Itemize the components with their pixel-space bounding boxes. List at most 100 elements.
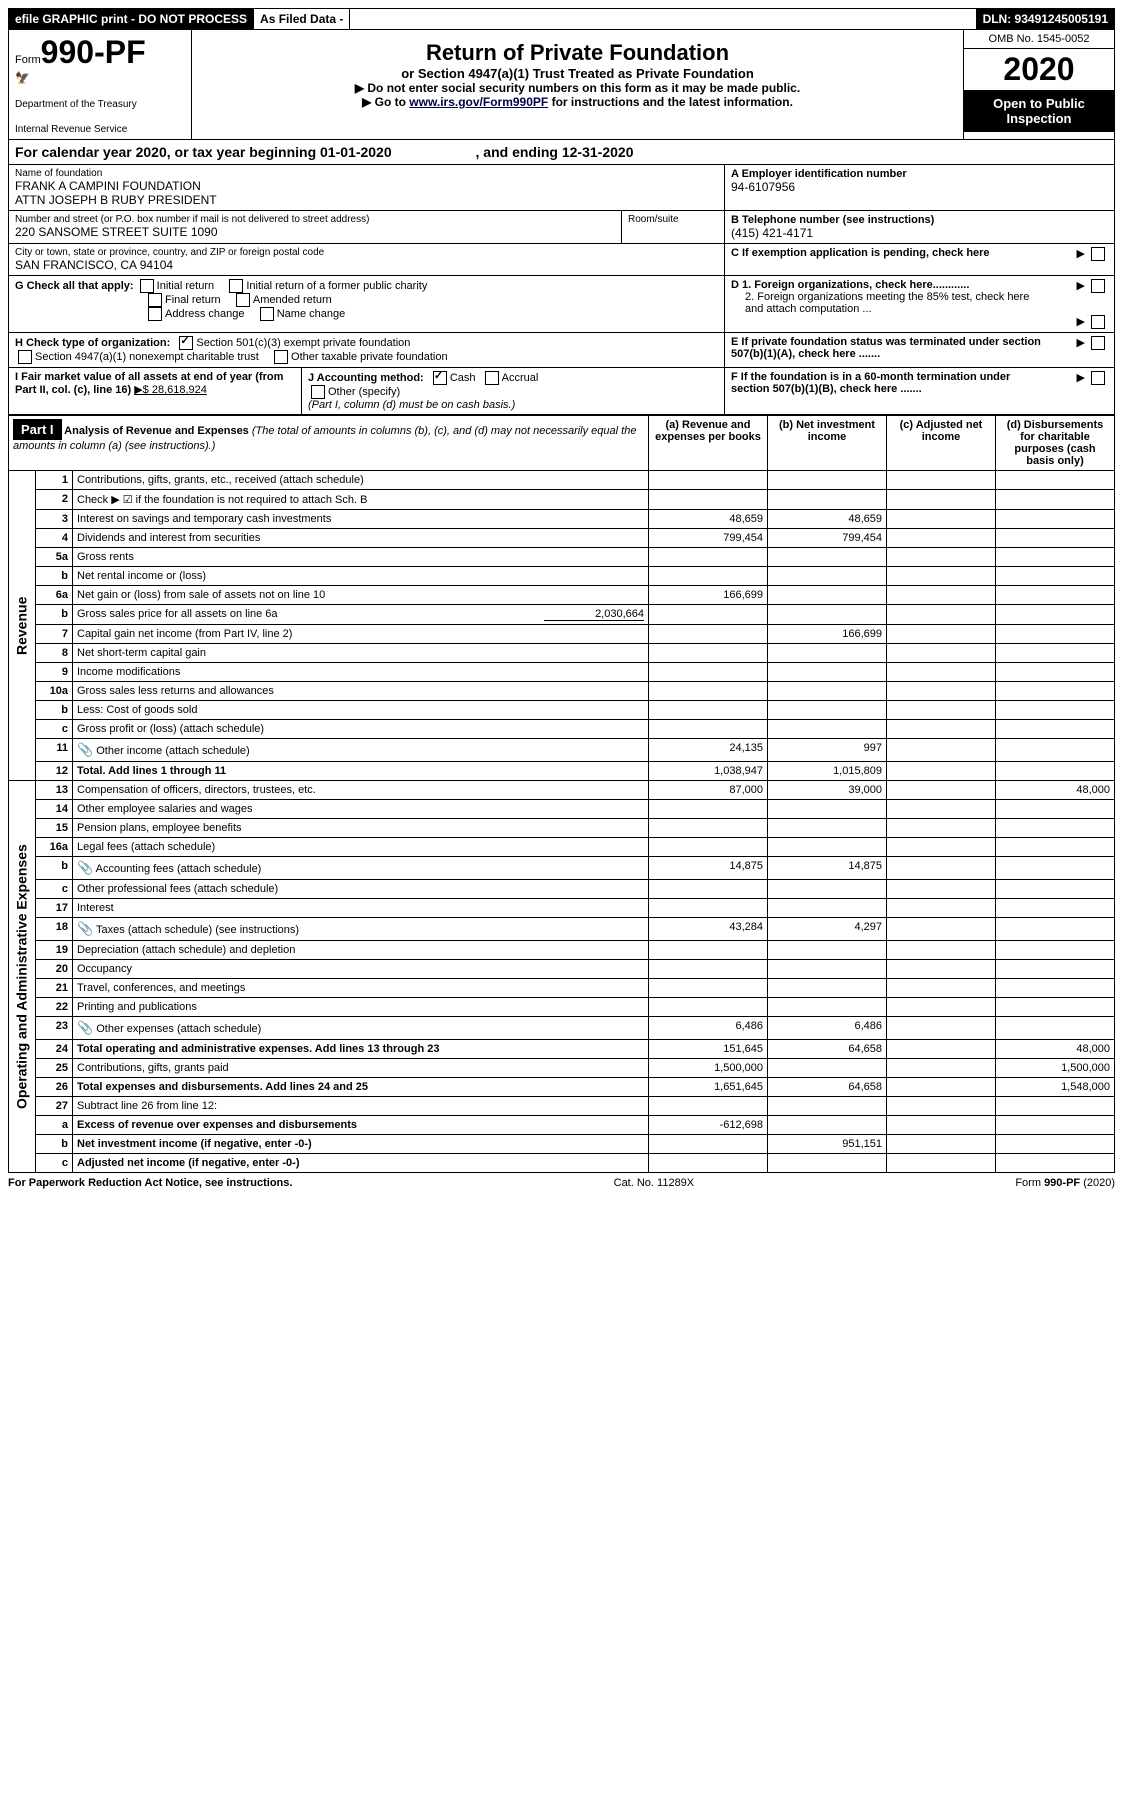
line-description: Printing and publications	[73, 998, 649, 1017]
g-initial-fpc-chk[interactable]	[229, 279, 243, 293]
cell-col-a	[649, 548, 768, 567]
cell-col-c	[887, 941, 996, 960]
line-number: 26	[36, 1078, 73, 1097]
table-row: 2Check ▶ ☑ if the foundation is not requ…	[9, 490, 1115, 510]
line-number: 5a	[36, 548, 73, 567]
line-description: Travel, conferences, and meetings	[73, 979, 649, 998]
cell-col-d	[996, 960, 1115, 979]
efile-label: efile GRAPHIC print - DO NOT PROCESS	[9, 9, 254, 29]
h-4947-chk[interactable]	[18, 350, 32, 364]
h-other-chk[interactable]	[274, 350, 288, 364]
cell-col-b: 4,297	[768, 918, 887, 941]
cell-col-c	[887, 899, 996, 918]
cell-col-c	[887, 529, 996, 548]
table-row: cOther professional fees (attach schedul…	[9, 880, 1115, 899]
cell-col-d	[996, 682, 1115, 701]
line-description: 📎 Other income (attach schedule)	[73, 739, 649, 762]
cell-col-a	[649, 979, 768, 998]
cell-col-d	[996, 529, 1115, 548]
j-accrual-chk[interactable]	[485, 371, 499, 385]
cell-col-d	[996, 1135, 1115, 1154]
line-description: Compensation of officers, directors, tru…	[73, 781, 649, 800]
cell-col-b	[768, 548, 887, 567]
line-number: 17	[36, 899, 73, 918]
cell-col-b	[768, 1097, 887, 1116]
g-amended: Amended return	[253, 294, 332, 306]
cell-col-a	[649, 605, 768, 625]
h-501c3: Section 501(c)(3) exempt private foundat…	[196, 337, 410, 349]
line-number: 12	[36, 762, 73, 781]
ein-value: 94-6107956	[731, 180, 1108, 194]
line-description: Depreciation (attach schedule) and deple…	[73, 941, 649, 960]
cell-col-b	[768, 838, 887, 857]
cell-col-a: 151,645	[649, 1040, 768, 1059]
table-row: 14Other employee salaries and wages	[9, 800, 1115, 819]
table-row: 22Printing and publications	[9, 998, 1115, 1017]
col-b-hdr: (b) Net investment income	[768, 416, 887, 471]
e-chk[interactable]	[1091, 336, 1105, 350]
cell-col-a: 48,659	[649, 510, 768, 529]
line-number: 11	[36, 739, 73, 762]
table-row: 20Occupancy	[9, 960, 1115, 979]
cell-col-c	[887, 605, 996, 625]
h-501c3-chk[interactable]	[179, 336, 193, 350]
line-description: 📎 Taxes (attach schedule) (see instructi…	[73, 918, 649, 941]
cell-col-a	[649, 899, 768, 918]
cell-col-b: 997	[768, 739, 887, 762]
table-row: b📎 Accounting fees (attach schedule)14,8…	[9, 857, 1115, 880]
cell-col-d	[996, 918, 1115, 941]
cell-col-a: 1,651,645	[649, 1078, 768, 1097]
j-label: J Accounting method:	[308, 372, 424, 384]
cell-col-d: 1,548,000	[996, 1078, 1115, 1097]
addr-value: 220 SANSOME STREET SUITE 1090	[15, 225, 615, 239]
city-value: SAN FRANCISCO, CA 94104	[15, 258, 718, 272]
table-row: 9Income modifications	[9, 663, 1115, 682]
d2-chk[interactable]	[1091, 315, 1105, 329]
cell-col-b	[768, 701, 887, 720]
cell-col-b	[768, 880, 887, 899]
j-note: (Part I, column (d) must be on cash basi…	[308, 399, 515, 411]
line-description: Income modifications	[73, 663, 649, 682]
g-addr-chk[interactable]	[148, 307, 162, 321]
cell-col-c	[887, 960, 996, 979]
cell-col-d	[996, 510, 1115, 529]
g-addr: Address change	[165, 308, 245, 320]
cell-col-d	[996, 720, 1115, 739]
instructions-link[interactable]: www.irs.gov/Form990PF	[409, 95, 548, 109]
cal-year-b: , and ending 12-31-2020	[476, 144, 634, 160]
cell-col-d	[996, 880, 1115, 899]
g-amended-chk[interactable]	[236, 293, 250, 307]
g-name-chk[interactable]	[260, 307, 274, 321]
g-final-chk[interactable]	[148, 293, 162, 307]
cell-col-a	[649, 625, 768, 644]
cell-col-c	[887, 567, 996, 586]
city-label: City or town, state or province, country…	[15, 247, 718, 258]
line-number: 13	[36, 781, 73, 800]
table-row: 26Total expenses and disbursements. Add …	[9, 1078, 1115, 1097]
j-cash-chk[interactable]	[433, 371, 447, 385]
expenses-side-label: Operating and Administrative Expenses	[9, 781, 36, 1173]
cell-col-b	[768, 899, 887, 918]
cell-col-a	[649, 490, 768, 510]
cell-col-d	[996, 899, 1115, 918]
g-initial-chk[interactable]	[140, 279, 154, 293]
table-row: cGross profit or (loss) (attach schedule…	[9, 720, 1115, 739]
c-checkbox[interactable]	[1091, 247, 1105, 261]
col-c-hdr: (c) Adjusted net income	[887, 416, 996, 471]
d1-chk[interactable]	[1091, 279, 1105, 293]
cell-col-d	[996, 998, 1115, 1017]
info-grid: Name of foundation FRANK A CAMPINI FOUND…	[8, 165, 1115, 415]
e-label: E If private foundation status was termi…	[731, 336, 1051, 360]
tel-value: (415) 421-4171	[731, 226, 1108, 240]
line-number: b	[36, 605, 73, 625]
form-ref: Form 990-PF (2020)	[1015, 1177, 1115, 1189]
cell-col-b	[768, 490, 887, 510]
cat-no: Cat. No. 11289X	[614, 1177, 695, 1189]
j-cash: Cash	[450, 372, 476, 384]
f-chk[interactable]	[1091, 371, 1105, 385]
cell-col-c	[887, 1135, 996, 1154]
line-number: 25	[36, 1059, 73, 1078]
j-other-chk[interactable]	[311, 385, 325, 399]
col-a-hdr: (a) Revenue and expenses per books	[649, 416, 768, 471]
cell-col-c	[887, 701, 996, 720]
